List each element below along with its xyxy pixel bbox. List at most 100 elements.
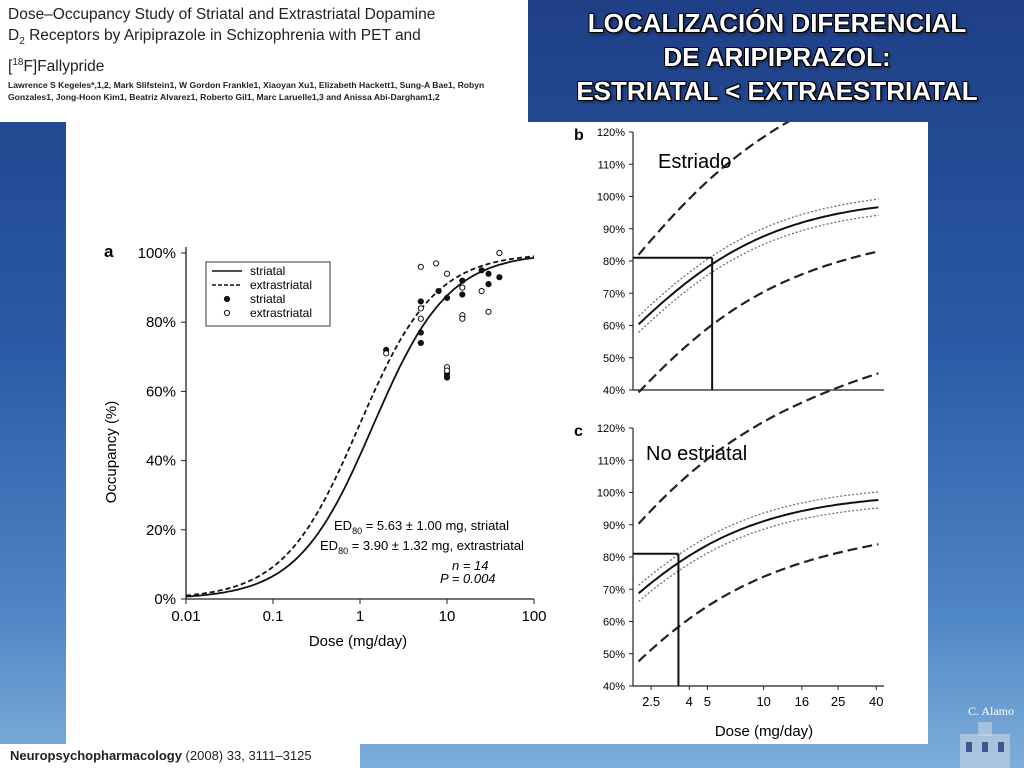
paper-title-line-1: Dose–Occupancy Study of Striatal and Ext… bbox=[8, 6, 436, 23]
x-tick-label: 1 bbox=[356, 608, 364, 625]
striatal-data-point bbox=[496, 274, 503, 281]
slide-title-line-3: ESTRIATAL < EXTRAESTRIATAL bbox=[576, 76, 978, 106]
y-tick-label: 60% bbox=[603, 617, 625, 629]
journal-citation: Neuropsychopharmacology (2008) 33, 3111–… bbox=[10, 748, 312, 763]
striatal-data-point bbox=[443, 374, 451, 381]
striatal-fit-curve bbox=[185, 256, 535, 598]
title-d: D bbox=[8, 27, 20, 44]
striatal-data-point bbox=[485, 281, 492, 288]
journal-name: Neuropsychopharmacology bbox=[10, 748, 182, 763]
x-tick-label: 0.01 bbox=[171, 608, 200, 625]
panel-letter-a: a bbox=[104, 242, 114, 261]
legend-marker-swatch bbox=[223, 295, 231, 303]
x-tick-label: 40 bbox=[869, 694, 883, 709]
y-tick-label: 40% bbox=[603, 681, 625, 693]
y-tick-label: 20% bbox=[146, 522, 176, 539]
y-tick-label: 40% bbox=[146, 453, 176, 470]
y-tick-label: 50% bbox=[603, 353, 625, 365]
x-tick-label: 5 bbox=[704, 694, 711, 709]
x-axis-label: Dose (mg/day) bbox=[309, 633, 407, 650]
title-bracket: [ bbox=[8, 58, 13, 76]
upper-confidence-curve bbox=[637, 372, 879, 525]
y-tick-label: 120% bbox=[597, 423, 625, 435]
y-tick-label: 90% bbox=[603, 520, 625, 532]
y-tick-label: 100% bbox=[597, 192, 625, 204]
y-tick-label: 80% bbox=[603, 256, 625, 268]
y-tick-label: 110% bbox=[598, 455, 626, 467]
striatal-data-point bbox=[417, 329, 424, 336]
striatal-data-point bbox=[443, 294, 451, 302]
x-tick-label: 10 bbox=[756, 694, 770, 709]
x-tick-label: 100 bbox=[521, 608, 546, 625]
y-tick-label: 50% bbox=[603, 649, 625, 661]
y-tick-label: 60% bbox=[146, 383, 176, 400]
x-tick-label: 0.1 bbox=[263, 608, 284, 625]
ed80-annotation: ED80 = 5.63 ± 1.00 mg, striatal ED80 = 3… bbox=[320, 518, 524, 586]
paper-title-line-3: [18F]Fallypride bbox=[8, 52, 524, 77]
inner-lower-curve bbox=[638, 214, 879, 333]
chart-bc: b c 40% 50% 60% 70% 80% 90% 100% 110% 120% 40% 50… bbox=[574, 79, 884, 740]
title-d-subscript: 2 bbox=[19, 36, 25, 48]
legend-label: striatal bbox=[250, 292, 285, 306]
y-tick-label: 0% bbox=[154, 591, 176, 608]
x-tick-label: 10 bbox=[439, 608, 456, 625]
legend-box bbox=[205, 261, 331, 327]
estimate-curve bbox=[637, 499, 879, 595]
y-tick-label: 100% bbox=[138, 245, 176, 262]
panel-bc: b c 40% 50% 60% 70% 80% 90% 100% 110% 120% 40% 50… bbox=[570, 79, 928, 744]
paper-title: Dose–Occupancy Study of Striatal and Ext… bbox=[8, 4, 524, 77]
striatal-data-point bbox=[485, 270, 492, 277]
y-axis-label: Occupancy (%) bbox=[103, 401, 120, 504]
x-tick-label: 16 bbox=[795, 694, 809, 709]
extrastriatal-data-point bbox=[417, 263, 424, 270]
lower-confidence-curve bbox=[637, 250, 879, 394]
y-tick-label: 70% bbox=[603, 288, 625, 300]
n-annotation: n = 14 bbox=[452, 558, 489, 573]
ed80-extrastriatal: ED80 = 3.90 ± 1.32 mg, extrastriatal bbox=[320, 538, 524, 556]
legend-label: extrastriatal bbox=[250, 306, 312, 320]
inner-upper-curve bbox=[638, 491, 879, 586]
legend-label: striatal bbox=[250, 264, 285, 278]
lower-confidence-curve bbox=[637, 543, 879, 663]
extrastriatal-data-point bbox=[417, 315, 424, 322]
paper-authors: Lawrence S Kegeles*,1,2, Mark Slifstein1… bbox=[8, 80, 485, 102]
striatal-data-point bbox=[435, 287, 442, 295]
y-tick-label: 120% bbox=[597, 127, 625, 139]
panel-c-label: No estriatal bbox=[646, 443, 747, 465]
legend-marker-swatch bbox=[223, 309, 231, 317]
slide-title: LOCALIZACIÓN DIFERENCIAL DE ARIPIPRAZOL:… bbox=[536, 6, 1018, 108]
legend-label: extrastriatal bbox=[250, 278, 312, 292]
title-isotope: 18 bbox=[12, 57, 24, 69]
estimate-curve bbox=[637, 206, 879, 326]
y-tick-label: 90% bbox=[603, 224, 625, 236]
striatal-data-point bbox=[459, 277, 466, 284]
slide-title-line-2: DE ARIPIPRAZOL: bbox=[663, 42, 891, 72]
striatal-data-point bbox=[417, 298, 424, 305]
extrastriatal-data-point bbox=[417, 305, 424, 312]
y-tick-label: 70% bbox=[603, 584, 625, 596]
y-tick-label: 60% bbox=[603, 321, 625, 333]
paper-header: Dose–Occupancy Study of Striatal and Ext… bbox=[0, 0, 528, 122]
extrastriatal-data-point bbox=[443, 270, 451, 277]
panel-letter-b: b bbox=[574, 127, 584, 144]
building-logo bbox=[960, 722, 1010, 768]
extrastriatal-data-point bbox=[478, 287, 485, 295]
chart-a: a 0% 20% 40% 60% 80% 100% 0.01 0.1 1 10 100 striat… bbox=[103, 242, 547, 650]
inner-upper-curve bbox=[638, 198, 879, 317]
x-tick-label: 2.5 bbox=[642, 694, 660, 709]
extrastriatal-data-point bbox=[459, 315, 466, 322]
y-tick-label: 110% bbox=[598, 159, 626, 171]
y-tick-label: 40% bbox=[603, 385, 625, 397]
upper-confidence-curve bbox=[637, 79, 879, 256]
striatal-data-point bbox=[478, 267, 485, 274]
x-tick-label: 4 bbox=[686, 694, 693, 709]
journal-pages: 3111–3125 bbox=[248, 748, 312, 763]
p-annotation: P = 0.004 bbox=[440, 571, 496, 586]
extrastriatal-data-point bbox=[443, 367, 451, 374]
journal-footer: Neuropsychopharmacology (2008) 33, 3111–… bbox=[0, 744, 360, 768]
extrastriatal-data-point bbox=[433, 260, 440, 267]
striatal-data-point bbox=[459, 291, 466, 298]
y-tick-label: 80% bbox=[146, 314, 176, 331]
extrastriatal-data-point bbox=[485, 308, 492, 315]
title-fallypride: F]Fallypride bbox=[23, 58, 105, 76]
